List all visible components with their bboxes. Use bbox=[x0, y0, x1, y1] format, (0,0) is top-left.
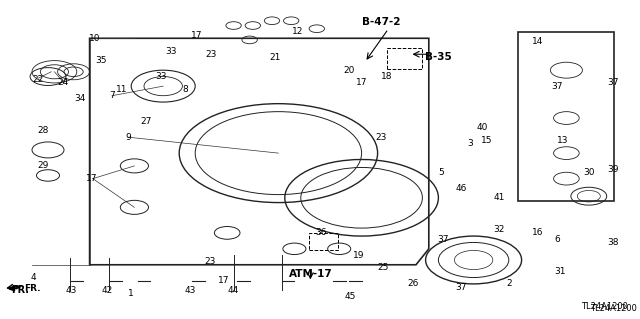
Text: FR.: FR. bbox=[12, 285, 29, 295]
Text: 1: 1 bbox=[129, 289, 134, 298]
Text: 9: 9 bbox=[125, 133, 131, 142]
Text: 41: 41 bbox=[493, 193, 505, 202]
Bar bbox=[387, 48, 422, 69]
Text: 23: 23 bbox=[375, 133, 387, 142]
Text: 37: 37 bbox=[455, 283, 467, 292]
Text: 35: 35 bbox=[95, 56, 107, 65]
Text: 2: 2 bbox=[506, 279, 511, 288]
Text: 36: 36 bbox=[316, 228, 327, 237]
Text: 13: 13 bbox=[557, 136, 569, 145]
Text: 31: 31 bbox=[554, 267, 566, 276]
Text: 37: 37 bbox=[607, 78, 619, 87]
Text: 17: 17 bbox=[218, 276, 230, 285]
Text: 21: 21 bbox=[269, 53, 281, 62]
Text: 33: 33 bbox=[156, 72, 167, 81]
Text: 46: 46 bbox=[455, 184, 467, 193]
Text: 40: 40 bbox=[476, 123, 488, 132]
Text: 23: 23 bbox=[204, 257, 216, 266]
Text: 10: 10 bbox=[89, 34, 100, 43]
Text: 15: 15 bbox=[481, 136, 492, 145]
Text: 39: 39 bbox=[607, 165, 619, 174]
Text: 11: 11 bbox=[116, 85, 127, 94]
Text: 22: 22 bbox=[33, 75, 44, 84]
Text: 5: 5 bbox=[439, 168, 444, 177]
Text: 29: 29 bbox=[38, 161, 49, 170]
Text: 4: 4 bbox=[31, 273, 36, 282]
Text: 14: 14 bbox=[532, 37, 543, 46]
Text: 37: 37 bbox=[551, 82, 563, 91]
Text: 38: 38 bbox=[607, 238, 619, 247]
Text: 42: 42 bbox=[102, 286, 113, 295]
Text: B-47-2: B-47-2 bbox=[362, 17, 400, 27]
Text: 28: 28 bbox=[38, 126, 49, 135]
Text: 45: 45 bbox=[345, 292, 356, 301]
Text: 44: 44 bbox=[228, 286, 239, 295]
Text: TL24A1200: TL24A1200 bbox=[581, 302, 628, 311]
Text: 43: 43 bbox=[185, 286, 196, 295]
Text: 24: 24 bbox=[57, 78, 68, 87]
Text: 3: 3 bbox=[468, 139, 473, 148]
Text: 25: 25 bbox=[377, 263, 388, 272]
Text: 26: 26 bbox=[407, 279, 419, 288]
Text: 32: 32 bbox=[493, 225, 505, 234]
Text: 27: 27 bbox=[140, 117, 152, 126]
Text: 30: 30 bbox=[583, 168, 595, 177]
Text: 43: 43 bbox=[66, 286, 77, 295]
Text: 34: 34 bbox=[74, 94, 86, 103]
Text: 20: 20 bbox=[343, 66, 355, 75]
Text: 19: 19 bbox=[353, 251, 364, 260]
Text: 17: 17 bbox=[191, 31, 203, 40]
Text: 33: 33 bbox=[166, 47, 177, 56]
Text: 8: 8 bbox=[183, 85, 188, 94]
Text: 17: 17 bbox=[356, 78, 367, 87]
Text: 12: 12 bbox=[292, 27, 303, 36]
Text: 16: 16 bbox=[532, 228, 543, 237]
Text: B-35: B-35 bbox=[425, 52, 452, 63]
Text: TL24A1200: TL24A1200 bbox=[590, 304, 637, 313]
Text: 17: 17 bbox=[86, 174, 97, 183]
Text: 6: 6 bbox=[554, 235, 559, 244]
Text: 23: 23 bbox=[205, 50, 217, 59]
Bar bbox=[309, 233, 338, 250]
Text: FR.: FR. bbox=[24, 284, 41, 293]
Text: 18: 18 bbox=[381, 72, 393, 81]
Text: 7: 7 bbox=[109, 91, 115, 100]
Text: 37: 37 bbox=[437, 235, 449, 244]
Text: ATM-17: ATM-17 bbox=[289, 269, 332, 279]
